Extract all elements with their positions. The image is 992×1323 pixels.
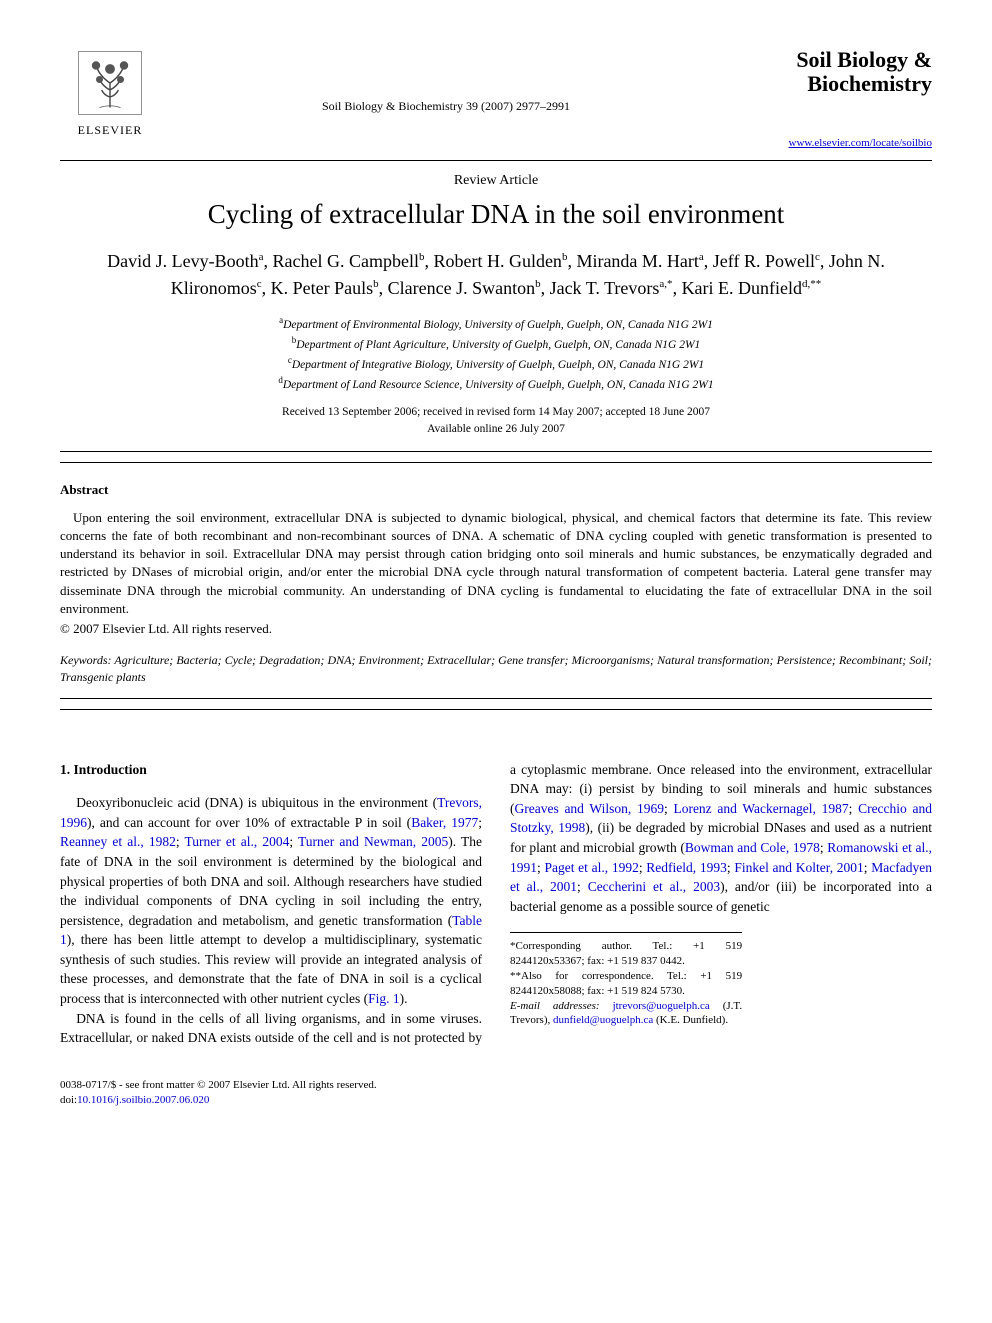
ref-turner-2004[interactable]: Turner et al., 2004: [185, 834, 290, 849]
publisher-name: ELSEVIER: [78, 122, 143, 139]
front-matter-text: 0038-0717/$ - see front matter © 2007 El…: [60, 1078, 377, 1093]
ref-greaves-1969[interactable]: Greaves and Wilson, 1969: [515, 801, 664, 816]
article-dates: Received 13 September 2006; received in …: [60, 404, 932, 436]
ref-fig-1[interactable]: Fig. 1: [368, 991, 400, 1006]
body-columns: 1. Introduction Deoxyribonucleic acid (D…: [60, 760, 932, 1048]
affiliation-line: bDepartment of Plant Agriculture, Univer…: [60, 334, 932, 354]
authors-list: David J. Levy-Bootha, Rachel G. Campbell…: [60, 248, 932, 302]
doi-line: doi:10.1016/j.soilbio.2007.06.020: [60, 1093, 377, 1108]
corresponding-author-2: **Also for correspondence. Tel.: +1 519 …: [510, 969, 742, 999]
journal-title-line1: Soil Biology &: [732, 48, 932, 72]
footnotes-block: *Corresponding author. Tel.: +1 519 8244…: [510, 932, 742, 1028]
publisher-block: ELSEVIER: [60, 48, 160, 139]
email-dunfield[interactable]: dunfield@uoguelph.ca: [553, 1014, 653, 1026]
footer-left: 0038-0717/$ - see front matter © 2007 El…: [60, 1078, 377, 1109]
ref-lorenz-1987[interactable]: Lorenz and Wackernagel, 1987: [673, 801, 848, 816]
ref-reanney-1982[interactable]: Reanney et al., 1982: [60, 834, 176, 849]
corresponding-author-1: *Corresponding author. Tel.: +1 519 8244…: [510, 939, 742, 969]
rule-above-abstract: [60, 451, 932, 452]
email-label: E-mail addresses:: [510, 1000, 600, 1012]
journal-title-line2: Biochemistry: [732, 72, 932, 96]
header-rule: [60, 160, 932, 161]
rule-below-keywords-2: [60, 709, 932, 710]
ref-redfield-1993[interactable]: Redfield, 1993: [646, 860, 727, 875]
article-type: Review Article: [60, 171, 932, 191]
page-footer: 0038-0717/$ - see front matter © 2007 El…: [60, 1078, 932, 1109]
affiliations-block: aDepartment of Environmental Biology, Un…: [60, 314, 932, 394]
abstract-copyright: © 2007 Elsevier Ltd. All rights reserved…: [60, 620, 932, 638]
section-heading-intro: 1. Introduction: [60, 760, 482, 780]
abstract-text: Upon entering the soil environment, extr…: [60, 509, 932, 618]
dates-received: Received 13 September 2006; received in …: [60, 404, 932, 420]
rule-below-keywords: [60, 698, 932, 699]
keywords-block: Keywords: Agriculture; Bacteria; Cycle; …: [60, 652, 932, 686]
affiliation-line: cDepartment of Integrative Biology, Univ…: [60, 354, 932, 374]
ref-ceccherini-2003[interactable]: Ceccherini et al., 2003: [588, 879, 720, 894]
ref-turner-newman-2005[interactable]: Turner and Newman, 2005: [298, 834, 448, 849]
elsevier-tree-logo: [75, 48, 145, 118]
email-trevors[interactable]: jtrevors@uoguelph.ca: [613, 1000, 710, 1012]
doi-link[interactable]: 10.1016/j.soilbio.2007.06.020: [77, 1094, 209, 1106]
header-row: ELSEVIER Soil Biology & Biochemistry 39 …: [60, 48, 932, 152]
keywords-label: Keywords:: [60, 653, 112, 667]
abstract-heading: Abstract: [60, 481, 932, 499]
ref-baker-1977[interactable]: Baker, 1977: [411, 815, 478, 830]
affiliation-line: aDepartment of Environmental Biology, Un…: [60, 314, 932, 334]
article-title: Cycling of extracellular DNA in the soil…: [60, 196, 932, 234]
ref-bowman-1978[interactable]: Bowman and Cole, 1978: [685, 840, 820, 855]
journal-url-link[interactable]: www.elsevier.com/locate/soilbio: [732, 136, 932, 151]
dates-online: Available online 26 July 2007: [60, 421, 932, 437]
ref-finkel-2001[interactable]: Finkel and Kolter, 2001: [734, 860, 863, 875]
intro-para-1: Deoxyribonucleic acid (DNA) is ubiquitou…: [60, 793, 482, 1008]
ref-paget-1992[interactable]: Paget et al., 1992: [544, 860, 638, 875]
keywords-text: Agriculture; Bacteria; Cycle; Degradatio…: [60, 653, 932, 684]
email-addresses: E-mail addresses: jtrevors@uoguelph.ca (…: [510, 999, 742, 1029]
journal-title-block: Soil Biology & Biochemistry www.elsevier…: [732, 48, 932, 152]
affiliation-line: dDepartment of Land Resource Science, Un…: [60, 374, 932, 394]
rule-above-abstract-2: [60, 462, 932, 463]
journal-reference: Soil Biology & Biochemistry 39 (2007) 29…: [160, 48, 732, 115]
